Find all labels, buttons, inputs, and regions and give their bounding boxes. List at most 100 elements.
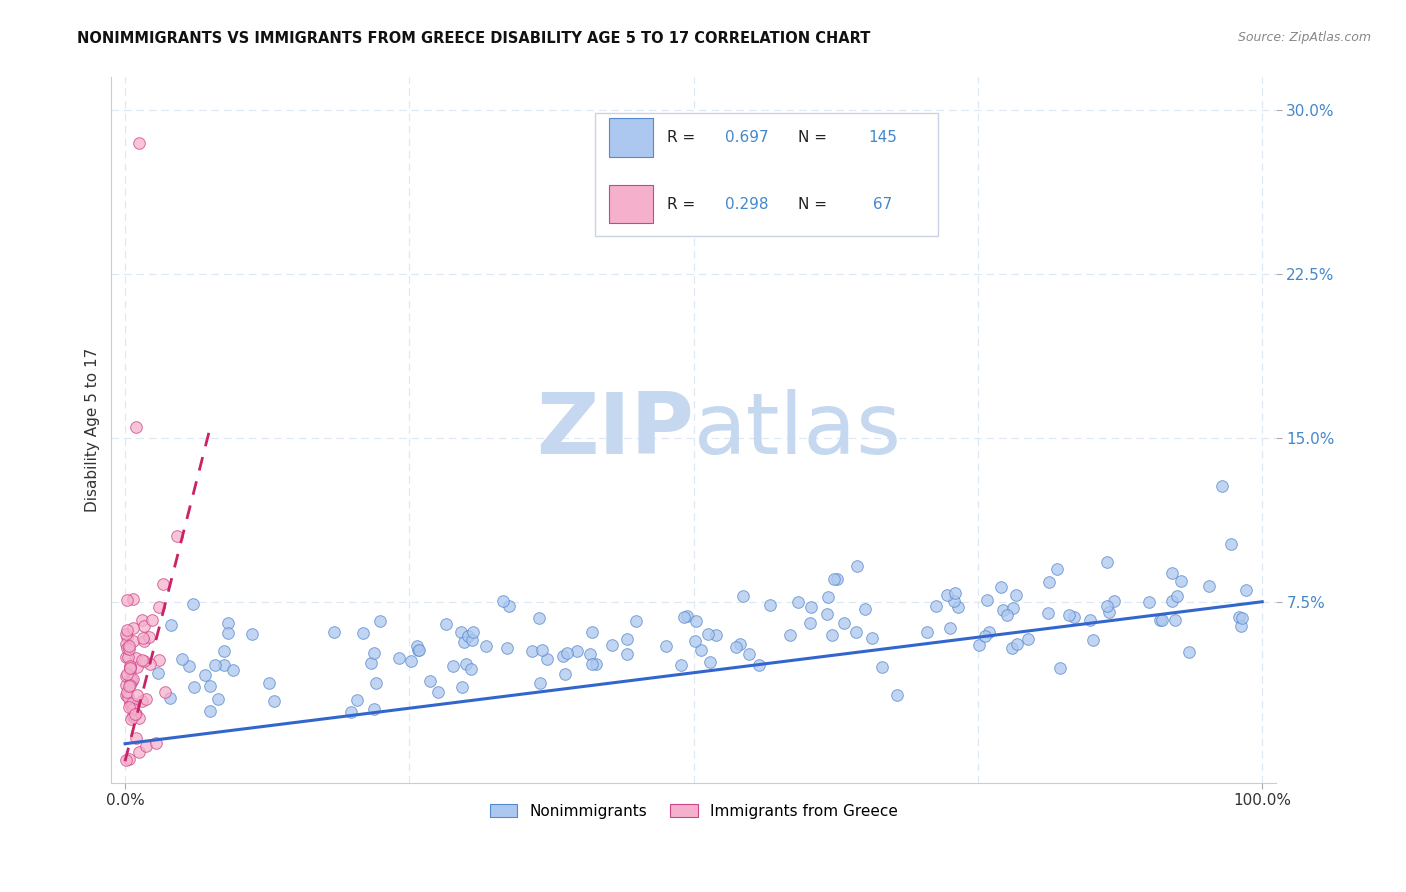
Point — [121, 673, 143, 688]
Point — [323, 625, 346, 640]
Point — [363, 702, 385, 716]
Point — [138, 630, 160, 644]
Text: Source: ZipAtlas.com: Source: ZipAtlas.com — [1237, 31, 1371, 45]
Point — [823, 572, 845, 586]
Point — [118, 674, 141, 689]
Point — [212, 657, 235, 672]
Point — [115, 678, 138, 692]
Point — [131, 653, 153, 667]
Point — [120, 664, 142, 678]
Point — [498, 599, 520, 613]
Point — [128, 745, 150, 759]
Point — [117, 641, 139, 656]
Point — [217, 615, 239, 630]
Y-axis label: Disability Age 5 to 17: Disability Age 5 to 17 — [86, 348, 100, 512]
Point — [125, 651, 148, 665]
Point — [724, 640, 747, 654]
Point — [148, 653, 170, 667]
Point — [360, 657, 382, 671]
Point — [600, 638, 623, 652]
Point — [115, 593, 138, 607]
Point — [141, 614, 163, 628]
Text: N =: N = — [799, 196, 827, 211]
Point — [457, 629, 479, 643]
Point — [159, 618, 181, 632]
Point — [121, 621, 143, 635]
Point — [1177, 645, 1199, 659]
Point — [441, 659, 464, 673]
Point — [948, 600, 970, 615]
Point — [579, 647, 602, 661]
Point — [974, 629, 997, 643]
Point — [1098, 605, 1121, 619]
Point — [388, 650, 411, 665]
Point — [697, 627, 720, 641]
Point — [815, 607, 838, 621]
Point — [738, 647, 761, 661]
Point — [942, 594, 965, 608]
Point — [872, 660, 894, 674]
Point — [581, 657, 603, 672]
Point — [118, 679, 141, 693]
Point — [917, 624, 939, 639]
Point — [204, 657, 226, 672]
Point — [115, 689, 138, 703]
Point — [551, 649, 574, 664]
Point — [845, 625, 868, 640]
Point — [1230, 611, 1253, 625]
Point — [522, 644, 544, 658]
Point — [453, 635, 475, 649]
Point — [1102, 594, 1125, 608]
Point — [990, 580, 1012, 594]
Point — [1137, 595, 1160, 609]
Point — [399, 654, 422, 668]
Point — [346, 693, 368, 707]
Point — [748, 657, 770, 672]
Point — [117, 650, 139, 665]
Point — [194, 668, 217, 682]
Point — [115, 650, 138, 665]
Point — [120, 678, 142, 692]
Point — [939, 621, 962, 635]
Point — [925, 599, 948, 613]
Text: N =: N = — [799, 130, 827, 145]
Point — [581, 624, 603, 639]
Point — [820, 628, 842, 642]
FancyBboxPatch shape — [595, 112, 938, 236]
Point — [118, 640, 141, 654]
Point — [426, 685, 449, 699]
Point — [170, 652, 193, 666]
Point — [817, 590, 839, 604]
Point — [1234, 582, 1257, 597]
Point — [122, 707, 145, 722]
Point — [152, 577, 174, 591]
Point — [125, 707, 148, 722]
Point — [451, 680, 474, 694]
Point — [121, 633, 143, 648]
Text: 145: 145 — [869, 130, 897, 145]
Point — [624, 614, 647, 628]
Point — [860, 631, 883, 645]
Point — [474, 639, 496, 653]
Point — [363, 646, 385, 660]
Text: R =: R = — [666, 130, 700, 145]
Point — [115, 669, 138, 683]
Point — [454, 657, 477, 671]
Point — [240, 626, 263, 640]
Point — [134, 634, 156, 648]
Point — [616, 632, 638, 646]
Point — [846, 559, 869, 574]
Point — [166, 529, 188, 543]
Point — [183, 680, 205, 694]
Point — [706, 628, 728, 642]
Point — [1045, 562, 1067, 576]
Point — [585, 657, 607, 671]
Point — [120, 712, 142, 726]
Point — [406, 642, 429, 657]
Point — [1057, 607, 1080, 622]
Point — [460, 662, 482, 676]
Point — [121, 709, 143, 723]
Point — [179, 659, 201, 673]
Point — [115, 753, 138, 767]
Point — [122, 672, 145, 686]
